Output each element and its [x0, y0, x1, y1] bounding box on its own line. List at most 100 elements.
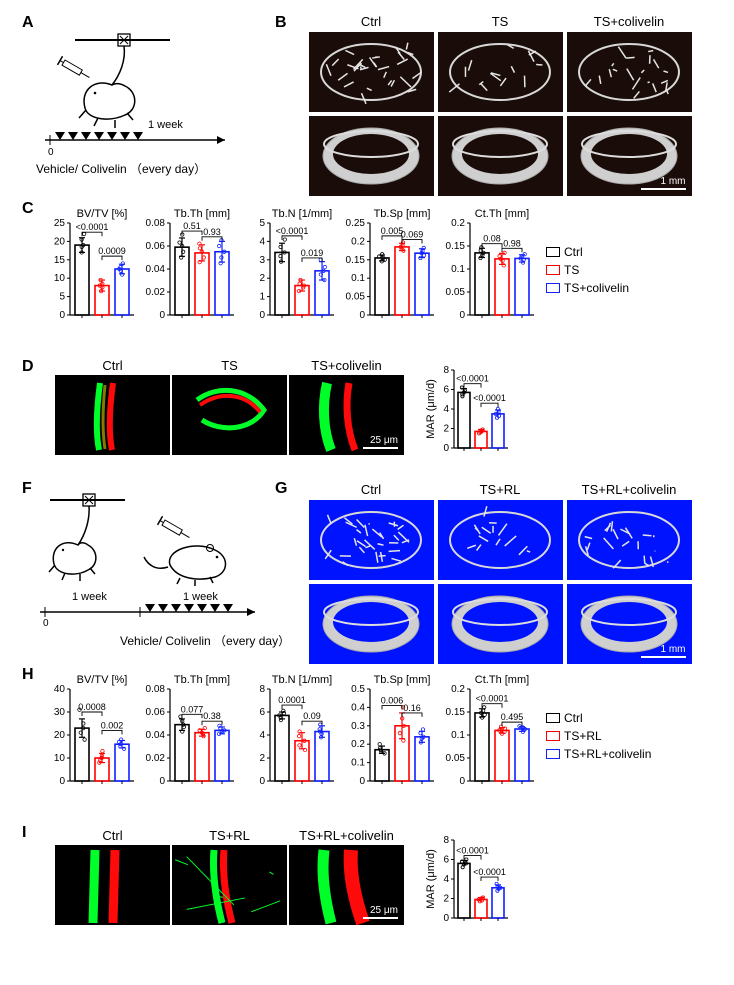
timeline-zero: 0: [48, 147, 54, 158]
fluor-image: 25 μm: [289, 375, 404, 455]
panelF-injection-markers: [145, 604, 233, 612]
chart-wrap: 00.050.10.150.20.25Tb.Sp [mm]0.0050.069: [340, 205, 440, 340]
scale-bar: 25 μm: [363, 435, 398, 449]
ct-label: Ctrl: [309, 14, 434, 29]
panelF-week1: 1 week: [72, 591, 107, 603]
svg-text:0.1: 0.1: [451, 264, 465, 275]
svg-text:0.069: 0.069: [401, 230, 424, 240]
svg-text:0: 0: [443, 443, 449, 454]
svg-text:0.1: 0.1: [351, 758, 365, 769]
panel-letter-G: G: [275, 480, 287, 498]
panel-C-charts: 0510152025BV/TV [%]<0.00010.000900.020.0…: [40, 205, 720, 350]
bar: [375, 258, 389, 315]
fluor-col: TS+RL+colivelin25 μm: [289, 828, 404, 925]
legend: CtrlTS+RLTS+RL+colivelin: [546, 711, 651, 761]
legend-item: TS+colivelin: [546, 281, 629, 295]
svg-text:20: 20: [54, 236, 66, 247]
bar-chart: 00.050.10.150.2Ct.Th [mm]0.080.98: [440, 205, 540, 335]
svg-text:4: 4: [259, 236, 265, 247]
svg-text:8: 8: [443, 835, 449, 846]
ct-trabecular-image: [567, 32, 692, 112]
chart-title: Tb.Th [mm]: [174, 208, 230, 220]
chart-wrap: 00.10.20.30.40.5Tb.Sp [mm]0.0060.16: [340, 671, 440, 806]
legend-item: TS: [546, 263, 629, 277]
ct-label: TS+colivelin: [567, 14, 692, 29]
svg-text:2: 2: [259, 273, 265, 284]
chart-wrap: 012345Tb.N [1/mm]<0.00010.019: [240, 205, 340, 340]
panel-D-images: CtrlTSTS+colivelin25 μm: [55, 358, 404, 455]
svg-text:3: 3: [259, 255, 265, 266]
bar: [195, 733, 209, 781]
svg-text:0.4: 0.4: [351, 702, 365, 713]
panel-letter-C: C: [22, 200, 34, 218]
bar-chart: 012345Tb.N [1/mm]<0.00010.019: [240, 205, 340, 335]
panel-G-labels: CtrlTS+RLTS+RL+colivelin: [300, 482, 700, 500]
ct-cortical-image: [309, 116, 434, 196]
fluor-col: TS: [172, 358, 287, 455]
ct-trabecular-image: [567, 500, 692, 580]
panel-B-images: CtrlTSTS+colivelin 1 mm: [300, 14, 700, 189]
svg-text:0.25: 0.25: [346, 218, 366, 229]
ct-trabecular-image: [309, 32, 434, 112]
legend: CtrlTSTS+colivelin: [546, 245, 629, 295]
panel-I-chart: 02468MAR (μm/d)<0.0001<0.0001: [424, 828, 514, 931]
svg-text:<0.0001: <0.0001: [476, 694, 509, 704]
svg-text:MAR (μm/d): MAR (μm/d): [425, 379, 437, 439]
svg-text:0.0008: 0.0008: [78, 702, 106, 712]
fluor-label: Ctrl: [55, 828, 170, 843]
svg-text:0.09: 0.09: [303, 711, 321, 721]
ct-label: TS+RL: [438, 482, 563, 497]
svg-text:40: 40: [54, 684, 66, 695]
svg-text:0.05: 0.05: [446, 753, 466, 764]
scale-bar: 1 mm: [641, 176, 686, 190]
panelA-injection-label: Vehicle/ Colivelin （every day）: [36, 160, 206, 177]
svg-text:<0.0001: <0.0001: [473, 393, 506, 403]
fluor-image: [55, 845, 170, 925]
ct-cortical-image: [438, 584, 563, 664]
legend-label: Ctrl: [564, 711, 583, 725]
panelF-week2: 1 week: [183, 591, 218, 603]
svg-text:0.019: 0.019: [301, 248, 324, 258]
svg-text:4: 4: [443, 874, 449, 885]
svg-text:0.38: 0.38: [203, 711, 221, 721]
panel-B-labels: CtrlTSTS+colivelin: [300, 14, 700, 32]
svg-text:0.2: 0.2: [451, 218, 465, 229]
legend-label: TS+RL+colivelin: [564, 747, 651, 761]
fluor-image: [172, 375, 287, 455]
svg-text:0: 0: [259, 310, 265, 321]
svg-text:20: 20: [54, 730, 66, 741]
svg-text:0: 0: [359, 310, 365, 321]
one-week-label: 1 week: [148, 119, 183, 131]
svg-text:0: 0: [59, 310, 65, 321]
svg-text:0.04: 0.04: [146, 730, 166, 741]
bar-chart: 0510152025BV/TV [%]<0.00010.0009: [40, 205, 140, 335]
chart-title: Ct.Th [mm]: [475, 674, 529, 686]
svg-text:0.002: 0.002: [101, 720, 124, 730]
chart-title: Ct.Th [mm]: [475, 208, 529, 220]
bar: [495, 730, 509, 781]
svg-text:<0.0001: <0.0001: [276, 226, 309, 236]
svg-text:8: 8: [443, 365, 449, 376]
bar: [75, 245, 89, 315]
svg-text:<0.0001: <0.0001: [456, 846, 489, 856]
panel-F-diagram: 0 1 week 1 week: [30, 490, 265, 640]
svg-text:0.02: 0.02: [146, 287, 166, 298]
legend-swatch: [546, 731, 560, 741]
svg-text:<0.0001: <0.0001: [456, 374, 489, 384]
panel-B-cortical-row: 1 mm: [300, 116, 700, 196]
svg-text:0.08: 0.08: [146, 218, 166, 229]
svg-text:0.15: 0.15: [346, 255, 366, 266]
scale-bar: 25 μm: [363, 905, 398, 919]
svg-text:0.02: 0.02: [146, 753, 166, 764]
chart-title: Tb.N [1/mm]: [272, 674, 333, 686]
svg-text:0: 0: [443, 913, 449, 924]
svg-text:0.04: 0.04: [146, 264, 166, 275]
bar: [475, 713, 489, 781]
svg-text:4: 4: [259, 730, 265, 741]
svg-text:0.15: 0.15: [446, 241, 466, 252]
legend-item: TS+RL+colivelin: [546, 747, 651, 761]
fluor-label: TS+RL: [172, 828, 287, 843]
svg-text:0: 0: [159, 776, 165, 787]
panel-G-trabecular-row: [300, 500, 700, 580]
svg-text:0.077: 0.077: [181, 704, 204, 714]
